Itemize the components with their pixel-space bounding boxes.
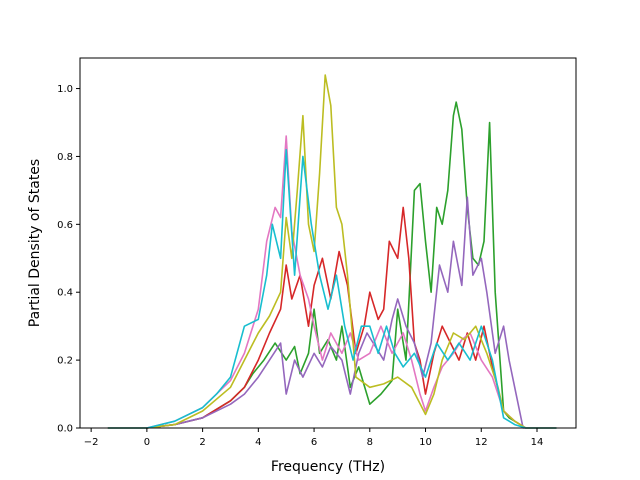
y-tick-label: 0.4 — [57, 288, 73, 299]
series-line-5 — [107, 74, 557, 429]
y-tick-label: 0.0 — [57, 424, 73, 435]
y-tick-label: 0.2 — [57, 356, 73, 367]
x-tick-label: 12 — [475, 437, 488, 448]
series-line-3 — [107, 196, 557, 429]
y-axis-label: Partial Density of States — [27, 159, 43, 327]
y-tick-label: 0.6 — [57, 220, 73, 231]
series-line-2 — [107, 206, 557, 429]
x-tick-label: 4 — [255, 437, 261, 448]
series-line-6 — [107, 148, 557, 429]
series-line-1 — [107, 101, 557, 429]
x-axis-ticks: −2 0 2 4 6 8 10 12 14 — [84, 428, 544, 448]
y-axis-ticks: 0.0 0.2 0.4 0.6 0.8 1.0 — [57, 84, 80, 435]
y-tick-label: 0.8 — [57, 152, 73, 163]
x-tick-label: −2 — [84, 437, 99, 448]
x-tick-label: 0 — [144, 437, 150, 448]
x-tick-label: 6 — [311, 437, 317, 448]
x-axis-label: Frequency (THz) — [271, 459, 385, 475]
x-tick-label: 14 — [531, 437, 544, 448]
series-layer — [107, 74, 557, 429]
y-tick-label: 1.0 — [57, 84, 73, 95]
x-tick-label: 2 — [199, 437, 205, 448]
x-tick-label: 10 — [419, 437, 432, 448]
x-tick-label: 8 — [367, 437, 373, 448]
plot-frame — [79, 57, 577, 429]
